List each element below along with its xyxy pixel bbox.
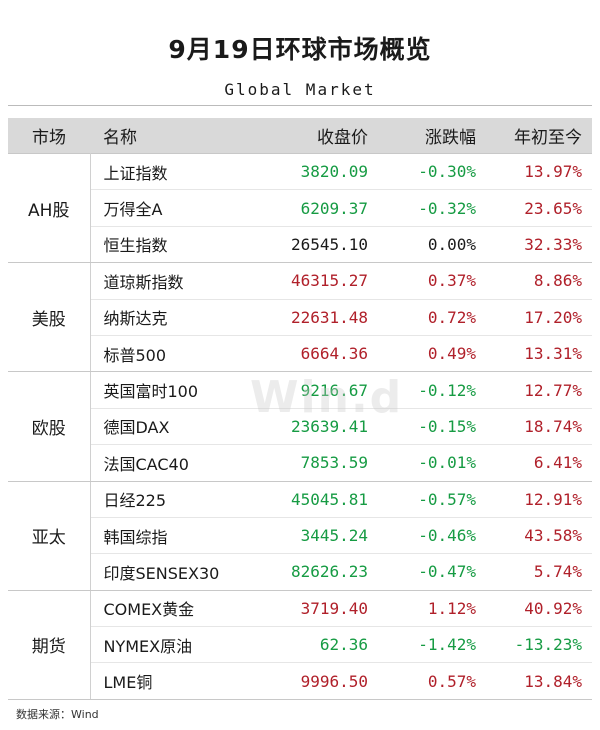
close-cell: 46315.27: [240, 262, 378, 300]
table-row: 欧股 英国富时100 9216.67 -0.12% 12.77%: [8, 371, 592, 482]
page-subtitle: Global Market: [224, 80, 376, 99]
change-cell: -0.30%: [378, 152, 486, 191]
table-row: 纳斯达克 22631.48 0.72% 17.20%: [8, 299, 592, 336]
change-cell: -0.12%: [378, 371, 486, 409]
name-cell: 万得全A: [90, 189, 240, 227]
page-title: 9月19日环球市场概览: [168, 35, 432, 64]
close-cell: 6209.37: [240, 189, 378, 227]
change-cell: -0.01%: [378, 444, 486, 482]
close-cell: 62.36: [240, 626, 378, 664]
ytd-cell: 40.92%: [486, 590, 592, 628]
name-cell: 印度SENSEX30: [90, 553, 240, 591]
name-cell: LME铜: [90, 662, 240, 700]
close-cell: 9216.67: [240, 371, 378, 409]
name-cell: 韩国综指: [90, 517, 240, 555]
table-row: 美股 道琼斯指数 46315.27 0.37% 8.86%: [8, 262, 592, 373]
header-change: 涨跌幅: [378, 118, 486, 154]
ytd-cell: 23.65%: [486, 189, 592, 227]
table-row: 恒生指数 26545.10 0.00% 32.33%: [8, 226, 592, 264]
table-row: 亚太 日经225 45045.81 -0.57% 12.91%: [8, 481, 592, 591]
header-market: 市场: [8, 118, 90, 154]
change-cell: 0.00%: [378, 226, 486, 264]
table-row: NYMEX原油 62.36 -1.42% -13.23%: [8, 626, 592, 664]
name-cell: 法国CAC40: [90, 444, 240, 482]
table-row: 韩国综指 3445.24 -0.46% 43.58%: [8, 517, 592, 555]
change-cell: -0.47%: [378, 553, 486, 591]
table-row: LME铜 9996.50 0.57% 13.84%: [8, 662, 592, 700]
ytd-cell: 8.86%: [486, 262, 592, 300]
source-footer: 数据来源：Wind: [16, 708, 99, 721]
market-cell: 亚太: [8, 481, 91, 591]
name-cell: NYMEX原油: [90, 626, 240, 664]
ytd-cell: -13.23%: [486, 626, 592, 664]
change-cell: -0.32%: [378, 189, 486, 227]
header-name: 名称: [90, 118, 240, 154]
change-cell: 1.12%: [378, 590, 486, 628]
close-cell: 6664.36: [240, 335, 378, 373]
close-cell: 3719.40: [240, 590, 378, 628]
name-cell: 纳斯达克: [90, 299, 240, 336]
table-row: 法国CAC40 7853.59 -0.01% 6.41%: [8, 444, 592, 482]
change-cell: 0.37%: [378, 262, 486, 300]
name-cell: 日经225: [90, 481, 240, 518]
close-cell: 7853.59: [240, 444, 378, 482]
market-table: 市场 名称 收盘价 涨跌幅 年初至今 AH股 上证指数 3820.09 -0.30% 1…: [8, 118, 592, 700]
close-cell: 3445.24: [240, 517, 378, 555]
ytd-cell: 6.41%: [486, 444, 592, 482]
market-cell: 期货: [8, 590, 91, 700]
change-cell: -0.15%: [378, 408, 486, 446]
close-cell: 82626.23: [240, 553, 378, 591]
close-cell: 9996.50: [240, 662, 378, 700]
name-cell: COMEX黄金: [90, 590, 240, 628]
close-cell: 22631.48: [240, 299, 378, 336]
close-cell: 26545.10: [240, 226, 378, 264]
change-cell: -0.57%: [378, 481, 486, 518]
name-cell: 英国富时100: [90, 371, 240, 409]
ytd-cell: 32.33%: [486, 226, 592, 264]
title-divider: [8, 105, 592, 106]
close-cell: 45045.81: [240, 481, 378, 518]
close-cell: 3820.09: [240, 152, 378, 191]
ytd-cell: 13.84%: [486, 662, 592, 700]
ytd-cell: 13.97%: [486, 152, 592, 191]
ytd-cell: 12.91%: [486, 481, 592, 518]
change-cell: 0.57%: [378, 662, 486, 700]
ytd-cell: 17.20%: [486, 299, 592, 336]
change-cell: -1.42%: [378, 626, 486, 664]
change-cell: 0.72%: [378, 299, 486, 336]
table-row: 印度SENSEX30 82626.23 -0.47% 5.74%: [8, 553, 592, 591]
market-cell: AH股: [8, 152, 91, 264]
ytd-cell: 43.58%: [486, 517, 592, 555]
ytd-cell: 18.74%: [486, 408, 592, 446]
table-row: 德国DAX 23639.41 -0.15% 18.74%: [8, 408, 592, 446]
name-cell: 德国DAX: [90, 408, 240, 446]
close-cell: 23639.41: [240, 408, 378, 446]
name-cell: 恒生指数: [90, 226, 240, 264]
name-cell: 上证指数: [90, 152, 240, 191]
name-cell: 道琼斯指数: [90, 262, 240, 300]
ytd-cell: 12.77%: [486, 371, 592, 409]
table-row: AH股 上证指数 3820.09 -0.30% 13.97%: [8, 152, 592, 264]
change-cell: 0.49%: [378, 335, 486, 373]
name-cell: 标普500: [90, 335, 240, 373]
header-ytd: 年初至今: [486, 118, 592, 154]
table-header-row: 市场 名称 收盘价 涨跌幅 年初至今: [8, 118, 592, 154]
table-row: 标普500 6664.36 0.49% 13.31%: [8, 335, 592, 373]
ytd-cell: 5.74%: [486, 553, 592, 591]
ytd-cell: 13.31%: [486, 335, 592, 373]
table-row: 万得全A 6209.37 -0.32% 23.65%: [8, 189, 592, 227]
header-close: 收盘价: [240, 118, 378, 154]
change-cell: -0.46%: [378, 517, 486, 555]
table-body: AH股 上证指数 3820.09 -0.30% 13.97% 万得全A 6209.37 -0.…: [8, 152, 592, 700]
market-cell: 美股: [8, 262, 91, 373]
table-row: 期货 COMEX黄金 3719.40 1.12% 40.92%: [8, 590, 592, 700]
market-cell: 欧股: [8, 371, 91, 482]
